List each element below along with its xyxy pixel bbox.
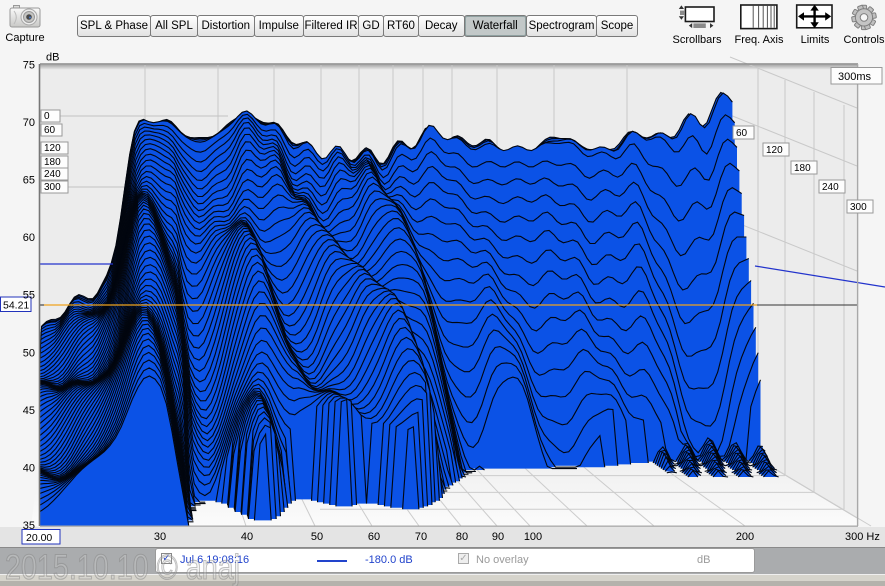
svg-text:45: 45 — [23, 405, 35, 417]
svg-text:60: 60 — [368, 531, 380, 543]
svg-text:240: 240 — [822, 182, 839, 193]
svg-text:90: 90 — [492, 531, 504, 543]
svg-text:300: 300 — [44, 182, 61, 193]
svg-text:80: 80 — [456, 531, 468, 543]
svg-text:dB: dB — [46, 52, 59, 64]
svg-text:200: 200 — [736, 531, 754, 543]
svg-text:0: 0 — [44, 111, 50, 122]
svg-text:100: 100 — [524, 531, 542, 543]
svg-text:40: 40 — [241, 531, 253, 543]
svg-text:60: 60 — [23, 232, 35, 244]
svg-text:65: 65 — [23, 175, 35, 187]
svg-text:20.00: 20.00 — [26, 532, 52, 544]
svg-text:120: 120 — [44, 143, 61, 154]
svg-text:60: 60 — [44, 125, 56, 136]
svg-text:50: 50 — [23, 347, 35, 359]
svg-text:54.21: 54.21 — [3, 300, 29, 312]
svg-text:30: 30 — [154, 531, 166, 543]
svg-text:180: 180 — [794, 163, 811, 174]
svg-text:40: 40 — [23, 463, 35, 475]
svg-text:300: 300 — [850, 202, 867, 213]
svg-text:180: 180 — [44, 157, 61, 168]
svg-text:55: 55 — [23, 290, 35, 302]
svg-text:120: 120 — [766, 145, 783, 156]
svg-text:300ms: 300ms — [838, 71, 872, 83]
svg-text:35: 35 — [23, 520, 35, 532]
svg-text:75: 75 — [23, 59, 35, 71]
svg-text:240: 240 — [44, 169, 61, 180]
svg-text:300 Hz: 300 Hz — [845, 531, 880, 543]
svg-text:70: 70 — [23, 117, 35, 129]
svg-text:70: 70 — [415, 531, 427, 543]
svg-text:60: 60 — [736, 128, 748, 139]
svg-text:50: 50 — [311, 531, 323, 543]
